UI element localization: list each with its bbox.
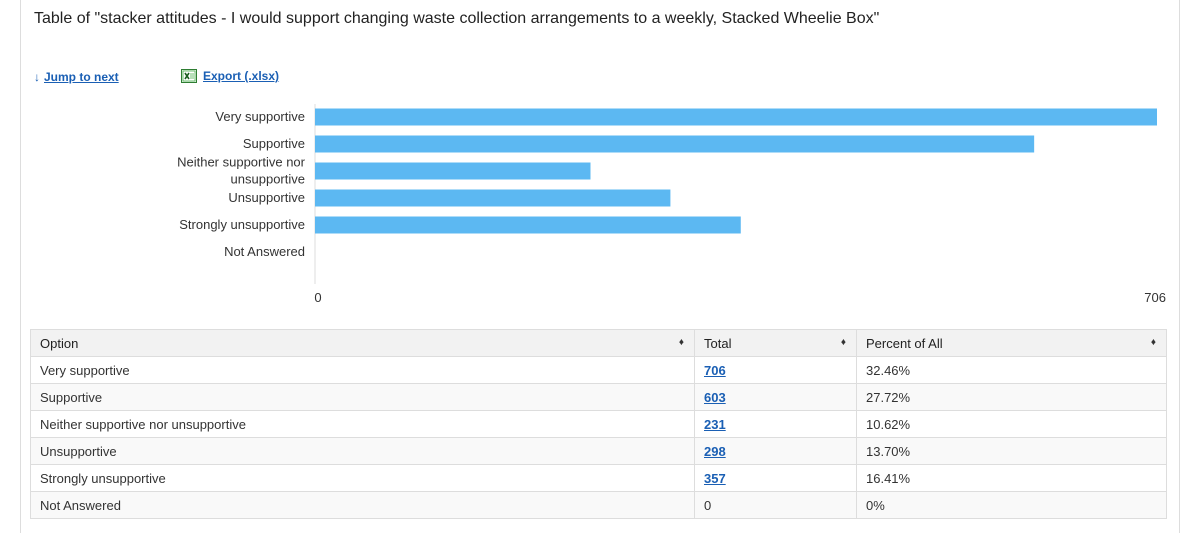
excel-icon	[181, 69, 197, 83]
category-label: Neither supportive nor	[177, 155, 306, 170]
table-row: Not Answered 0 0%	[30, 491, 1167, 519]
header-total[interactable]: Total ♦	[694, 329, 857, 357]
table-row: Neither supportive nor unsupportive 231 10…	[30, 410, 1167, 438]
total-cell: 298	[694, 437, 857, 465]
category-label: Strongly unsupportive	[179, 217, 305, 232]
bar-chart: Very supportive Supportive Neither support…	[177, 104, 1166, 305]
option-cell: Strongly unsupportive	[30, 464, 695, 492]
x-tick-label: 706	[1144, 290, 1166, 305]
sort-icon: ♦	[840, 337, 846, 348]
percent-cell: 16.41%	[856, 464, 1167, 492]
bar	[315, 108, 1157, 126]
percent-cell: 10.62%	[856, 410, 1167, 438]
jump-to-next-link[interactable]: ↓ Jump to next	[34, 70, 119, 84]
total-link[interactable]: 231	[704, 416, 726, 432]
results-table: Option ♦ Total ♦ Percent of All ♦ Very supp…	[30, 329, 1167, 519]
header-total-label: Total	[704, 335, 732, 351]
down-arrow-icon: ↓	[34, 70, 40, 84]
sort-icon: ♦	[678, 337, 684, 348]
category-label: Unsupportive	[228, 190, 305, 205]
category-label: Very supportive	[215, 109, 305, 124]
export-xlsx-link[interactable]: Export (.xlsx)	[181, 69, 279, 83]
table-header-row: Option ♦ Total ♦ Percent of All ♦	[30, 329, 1167, 357]
total-cell: 357	[694, 464, 857, 492]
total-link[interactable]: 706	[704, 362, 726, 378]
header-percent[interactable]: Percent of All ♦	[856, 329, 1167, 357]
table-row: Strongly unsupportive 357 16.41%	[30, 464, 1167, 492]
total-cell: 706	[694, 356, 857, 384]
option-cell: Unsupportive	[30, 437, 695, 465]
page-title: Table of "stacker attitudes - I would su…	[34, 10, 880, 27]
total-link[interactable]: 603	[704, 389, 726, 405]
option-cell: Very supportive	[30, 356, 695, 384]
option-cell: Neither supportive nor unsupportive	[30, 410, 695, 438]
total-cell: 603	[694, 383, 857, 411]
total-cell: 0	[694, 491, 857, 519]
jump-to-next-label[interactable]: Jump to next	[44, 70, 119, 84]
total-cell: 231	[694, 410, 857, 438]
total-link[interactable]: 357	[704, 470, 726, 486]
results-panel	[20, 0, 1180, 533]
percent-cell: 13.70%	[856, 437, 1167, 465]
header-option-label: Option	[40, 335, 79, 351]
percent-cell: 27.72%	[856, 383, 1167, 411]
percent-cell: 32.46%	[856, 356, 1167, 384]
bar	[315, 216, 741, 234]
bar	[315, 189, 671, 207]
category-label: Not Answered	[224, 244, 305, 259]
option-cell: Not Answered	[30, 491, 695, 519]
category-label: unsupportive	[231, 172, 305, 187]
table-row: Unsupportive 298 13.70%	[30, 437, 1167, 465]
sort-icon: ♦	[1150, 337, 1156, 348]
table-row: Very supportive 706 32.46%	[30, 356, 1167, 384]
bar	[315, 162, 591, 180]
total-link[interactable]: 298	[704, 443, 726, 459]
bar	[315, 135, 1035, 153]
x-tick-label: 0	[314, 290, 321, 305]
header-percent-label: Percent of All	[866, 335, 943, 351]
export-xlsx-label[interactable]: Export (.xlsx)	[203, 69, 280, 83]
header-option[interactable]: Option ♦	[30, 329, 695, 357]
option-cell: Supportive	[30, 383, 695, 411]
table-row: Supportive 603 27.72%	[30, 383, 1167, 411]
percent-cell: 0%	[856, 491, 1167, 519]
category-label: Supportive	[243, 136, 305, 151]
